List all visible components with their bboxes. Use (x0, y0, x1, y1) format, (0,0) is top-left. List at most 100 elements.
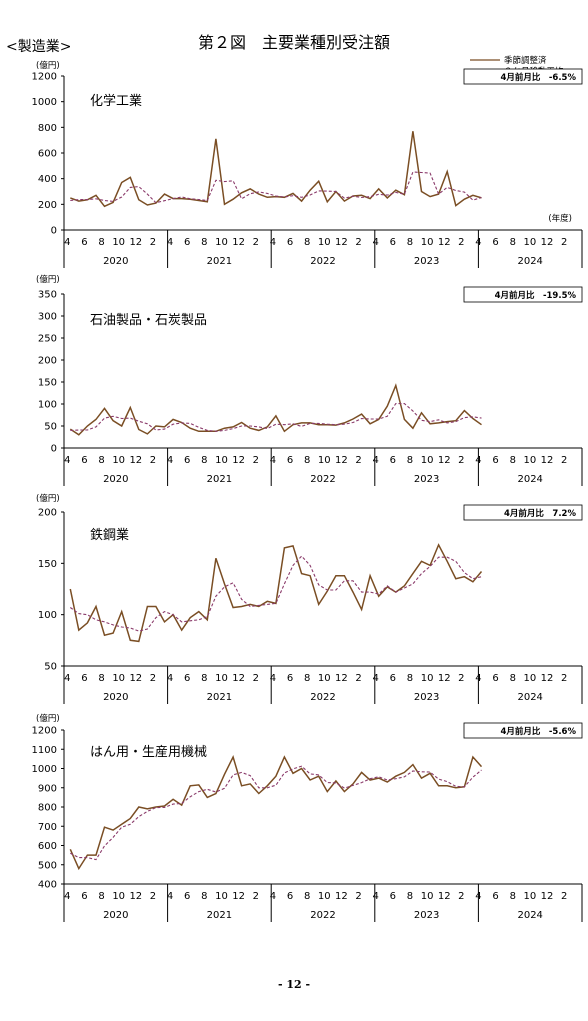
year-label: 2024 (517, 692, 542, 703)
x-tick-label: 10 (524, 673, 537, 684)
x-tick-label: 12 (232, 455, 245, 466)
year-label: 2023 (414, 910, 439, 921)
year-label: 2021 (207, 474, 232, 485)
x-tick-label: 6 (81, 237, 87, 248)
x-tick-label: 8 (201, 673, 207, 684)
x-tick-label: 8 (98, 891, 104, 902)
year-label: 2020 (103, 256, 128, 267)
y-tick-label: 900 (38, 783, 57, 794)
panel-title: 鉄鋼業 (90, 527, 129, 543)
x-tick-label: 2 (458, 891, 464, 902)
x-tick-label: 12 (541, 237, 554, 248)
y-tick-label: 1100 (32, 745, 57, 756)
x-tick-label: 10 (112, 237, 125, 248)
x-tick-label: 4 (167, 237, 173, 248)
x-tick-label: 8 (304, 673, 310, 684)
x-tick-label: 10 (318, 455, 331, 466)
x-tick-label: 10 (421, 673, 434, 684)
x-tick-label: 10 (215, 237, 228, 248)
x-tick-label: 2 (150, 455, 156, 466)
y-tick-label: 600 (38, 149, 57, 160)
x-tick-label: 4 (167, 673, 173, 684)
x-tick-label: 10 (215, 673, 228, 684)
figure-title: 第２図 主要業種別受注額 (197, 33, 390, 52)
year-label: 2020 (103, 910, 128, 921)
x-tick-label: 8 (407, 673, 413, 684)
x-tick-label: 10 (318, 237, 331, 248)
x-tick-label: 8 (201, 237, 207, 248)
x-tick-label: 8 (304, 455, 310, 466)
x-tick-label: 2 (458, 673, 464, 684)
year-label: 2024 (517, 474, 542, 485)
x-tick-label: 2 (253, 891, 259, 902)
x-tick-label: 12 (129, 673, 142, 684)
change-box (463, 722, 583, 739)
year-label: 2024 (517, 910, 542, 921)
legend-solid-label: 季節調整済 (504, 55, 547, 66)
x-tick-label: 6 (390, 673, 396, 684)
y-tick-label: 300 (38, 312, 57, 323)
change-value: 4月前月比 -6.5% (500, 72, 576, 83)
x-tick-label: 10 (112, 673, 125, 684)
x-tick-label: 10 (524, 455, 537, 466)
x-tick-label: 12 (335, 237, 348, 248)
x-tick-label: 8 (98, 455, 104, 466)
x-tick-label: 2 (355, 673, 361, 684)
year-label: 2022 (310, 692, 335, 703)
y-tick-label: 1000 (32, 97, 57, 108)
year-label: 2022 (310, 910, 335, 921)
x-tick-label: 6 (492, 237, 498, 248)
y-tick-label: 200 (38, 508, 57, 519)
x-tick-label: 12 (438, 237, 451, 248)
year-label: 2022 (310, 256, 335, 267)
x-tick-label: 4 (270, 891, 276, 902)
x-tick-label: 12 (335, 891, 348, 902)
y-tick-label: 1000 (32, 764, 57, 775)
x-tick-label: 8 (304, 237, 310, 248)
change-box (463, 68, 583, 85)
x-tick-label: 8 (510, 673, 516, 684)
x-tick-label: 4 (270, 237, 276, 248)
y-tick-label: 0 (51, 444, 57, 455)
x-tick-label: 2 (355, 891, 361, 902)
fiscal-year-note: (年度) (548, 213, 572, 224)
x-tick-label: 10 (112, 455, 125, 466)
x-tick-label: 6 (81, 891, 87, 902)
x-tick-label: 6 (184, 455, 190, 466)
x-tick-label: 10 (215, 455, 228, 466)
x-tick-label: 10 (421, 891, 434, 902)
x-tick-label: 6 (492, 455, 498, 466)
x-tick-label: 2 (458, 455, 464, 466)
y-tick-label: 200 (38, 356, 57, 367)
x-tick-label: 2 (458, 237, 464, 248)
x-tick-label: 8 (304, 891, 310, 902)
year-label: 2021 (207, 256, 232, 267)
y-tick-label: 0 (51, 226, 57, 237)
x-tick-label: 4 (64, 673, 70, 684)
series-3-month-moving-average (70, 171, 482, 204)
x-tick-label: 12 (129, 891, 142, 902)
x-tick-label: 10 (421, 455, 434, 466)
y-tick-label: 400 (38, 174, 57, 185)
y-tick-label: 1200 (32, 726, 57, 737)
x-tick-label: 6 (184, 237, 190, 248)
y-tick-label: 700 (38, 822, 57, 833)
x-tick-label: 6 (287, 891, 293, 902)
x-tick-label: 2 (150, 673, 156, 684)
change-value: 4月前月比 7.2% (504, 508, 576, 519)
year-label: 2020 (103, 474, 128, 485)
y-tick-label: 800 (38, 803, 57, 814)
y-tick-label: 100 (38, 610, 57, 621)
x-tick-label: 8 (201, 891, 207, 902)
x-tick-label: 2 (150, 237, 156, 248)
series-3-month-moving-average (70, 765, 482, 861)
year-label: 2021 (207, 910, 232, 921)
x-tick-label: 10 (524, 237, 537, 248)
x-tick-label: 8 (407, 237, 413, 248)
x-tick-label: 4 (167, 891, 173, 902)
x-tick-label: 2 (355, 455, 361, 466)
x-tick-label: 12 (232, 237, 245, 248)
year-label: 2021 (207, 692, 232, 703)
